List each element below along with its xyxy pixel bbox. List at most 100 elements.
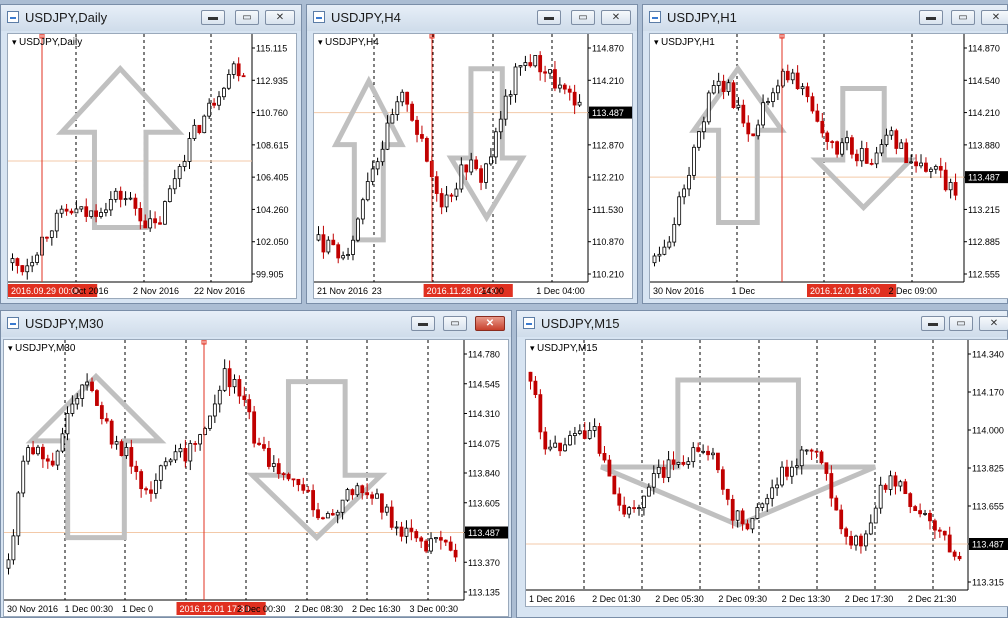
- candle-body: [947, 534, 952, 553]
- close-button[interactable]: ✕: [475, 316, 505, 331]
- candle-body: [395, 101, 400, 115]
- price-tick-label: 113.315: [972, 578, 1004, 588]
- candle-body: [316, 509, 320, 519]
- candle-body: [360, 199, 365, 220]
- candle-body: [790, 72, 795, 81]
- maximize-button[interactable]: ▭: [571, 10, 595, 25]
- candle-body: [873, 507, 878, 524]
- candle-body: [153, 479, 158, 494]
- time-tick-label: 1 Dec: [732, 286, 756, 296]
- candle-body: [429, 538, 433, 552]
- candle-body: [183, 448, 188, 462]
- arrow-up: [331, 75, 406, 243]
- candle-body: [558, 442, 562, 452]
- candle-body: [6, 559, 11, 569]
- maximize-button[interactable]: ▭: [443, 316, 467, 331]
- candle-body: [40, 446, 45, 460]
- candle-body: [158, 222, 162, 225]
- candle-body: [84, 206, 89, 217]
- chart-window-m30[interactable]: USDJPY,M30 ▬ ▭ ✕ 114.780 114.545 114.310 11…: [0, 310, 512, 618]
- minimize-button[interactable]: ▬: [919, 10, 943, 25]
- candle-body: [711, 85, 716, 94]
- candle-body: [355, 485, 360, 496]
- close-button[interactable]: ✕: [981, 10, 1008, 25]
- candle-body: [859, 535, 863, 547]
- chart-area[interactable]: 114.340 114.170 114.000 113.825 113.655 113.4…: [525, 339, 1008, 607]
- candle-body: [99, 212, 103, 217]
- candle-body: [662, 246, 667, 255]
- title-bar[interactable]: USDJPY,H4 ▬ ▭ ✕: [307, 5, 637, 31]
- candle-body: [340, 499, 345, 513]
- maximize-button[interactable]: ▭: [949, 316, 973, 331]
- candle-body: [928, 168, 933, 172]
- chart-window-h4[interactable]: USDJPY,H4 ▬ ▭ ✕ 114.870 114.210 113.487 112…: [306, 4, 638, 304]
- candle-body: [325, 513, 330, 519]
- candle-body: [909, 161, 914, 164]
- price-tick-label: 114.540: [968, 76, 1000, 86]
- minimize-button[interactable]: ▬: [537, 10, 561, 25]
- candle-body: [933, 166, 938, 170]
- candle-body: [789, 466, 794, 477]
- candle-body: [755, 507, 760, 519]
- candle-body: [908, 493, 913, 507]
- crosshair-time-box: [807, 284, 897, 297]
- candle-body: [424, 137, 429, 162]
- candle-body: [119, 441, 124, 457]
- chart-area[interactable]: 114.780 114.545 114.310 114.075 113.840 113.6…: [3, 339, 509, 617]
- chart-area[interactable]: 115.115 112.935 110.760 108.615 106.405 104.2…: [7, 33, 297, 299]
- candle-body: [149, 489, 153, 494]
- candle-body: [247, 399, 252, 413]
- candle-body: [804, 449, 809, 452]
- candle-body: [656, 466, 661, 474]
- chart-window-m15[interactable]: USDJPY,M15 ▬ ▭ ✕ 114.340 114.170 114.000 11…: [516, 310, 1008, 618]
- candle-body: [148, 218, 153, 229]
- window-title: USDJPY,M15: [541, 316, 620, 331]
- candle-body: [79, 206, 84, 210]
- candle-body: [957, 555, 962, 560]
- maximize-button[interactable]: ▭: [951, 10, 975, 25]
- arrow-down: [446, 66, 527, 223]
- price-tick-label: 110.210: [592, 270, 624, 280]
- candle-body: [746, 122, 751, 135]
- price-tick-label: 114.210: [968, 108, 1000, 118]
- candle-body: [726, 82, 731, 92]
- symbol-label: USDJPY,Daily: [12, 37, 82, 48]
- minimize-button[interactable]: ▬: [921, 316, 945, 331]
- candle-body: [725, 488, 730, 500]
- title-bar[interactable]: USDJPY,M15 ▬ ▭ ✕: [517, 311, 1008, 337]
- chart-window-daily[interactable]: USDJPY,Daily ▬ ▭ ✕ 115.115 112.935 110.760…: [0, 4, 302, 304]
- time-tick-label: 2 Dec 01:30: [592, 594, 641, 604]
- title-bar[interactable]: USDJPY,Daily ▬ ▭ ✕: [1, 5, 301, 31]
- candle-body: [424, 540, 429, 552]
- symbol-label: USDJPY,H1: [654, 37, 715, 48]
- price-tick-label: 113.840: [468, 469, 500, 479]
- candle-body: [439, 193, 444, 208]
- minimize-button[interactable]: ▬: [411, 316, 435, 331]
- chart-window-h1[interactable]: USDJPY,H1 ▬ ▭ ✕ 114.870 114.540 114.210 113…: [642, 4, 1008, 304]
- price-tick-label: 113.605: [468, 498, 500, 508]
- close-button[interactable]: ✕: [979, 316, 1008, 331]
- candle-body: [266, 447, 271, 467]
- candle-body: [572, 433, 577, 437]
- maximize-button[interactable]: ▭: [235, 10, 259, 25]
- candle-body: [518, 65, 523, 68]
- candle-body: [434, 537, 438, 540]
- candle-body: [45, 236, 49, 239]
- candle-body: [394, 526, 399, 529]
- candle-body: [59, 208, 64, 214]
- candle-body: [419, 537, 424, 542]
- chart-area[interactable]: 114.870 114.210 113.487 112.870 112.210 111.5…: [313, 33, 633, 299]
- candle-body: [553, 69, 557, 89]
- candle-body: [21, 460, 26, 494]
- candle-body: [85, 381, 90, 386]
- chart-area[interactable]: 114.870 114.540 114.210 113.880 113.487 113.2…: [649, 33, 1008, 299]
- title-bar[interactable]: USDJPY,M30 ▬ ▭ ✕: [1, 311, 511, 337]
- close-button[interactable]: ✕: [601, 10, 631, 25]
- candle-body: [809, 449, 814, 452]
- current-price-label: 113.487: [468, 528, 500, 538]
- candle-body: [257, 442, 261, 445]
- candle-body: [134, 465, 139, 472]
- close-button[interactable]: ✕: [265, 10, 295, 25]
- title-bar[interactable]: USDJPY,H1 ▬ ▭ ✕: [643, 5, 1008, 31]
- minimize-button[interactable]: ▬: [201, 10, 225, 25]
